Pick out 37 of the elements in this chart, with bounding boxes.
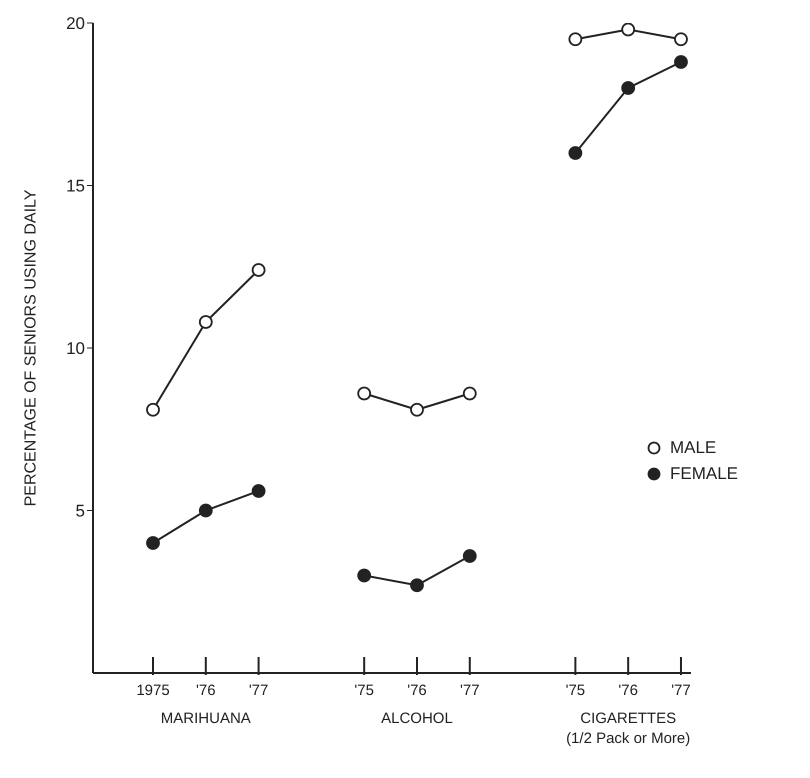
legend-label: MALE bbox=[668, 438, 718, 458]
point bbox=[568, 146, 582, 160]
y-tick-label: 10 bbox=[66, 339, 85, 358]
x-tick-label: '77 bbox=[671, 682, 691, 699]
point bbox=[462, 549, 477, 563]
point bbox=[252, 263, 266, 277]
x-tick-label: '75 bbox=[566, 682, 586, 699]
y-tick-label: 5 bbox=[76, 502, 85, 521]
text: MARIHUANA bbox=[160, 710, 251, 727]
y-axis-title: PERCENTAGE OF SENIORS USING DAILY bbox=[22, 189, 40, 506]
point bbox=[198, 315, 213, 329]
point bbox=[621, 81, 636, 95]
x-tick-label: '75 bbox=[354, 682, 374, 699]
point bbox=[198, 504, 213, 518]
point bbox=[462, 386, 477, 400]
point bbox=[674, 55, 688, 69]
point bbox=[357, 568, 372, 582]
y-tick-label: 20 bbox=[66, 14, 85, 34]
x-tick-label: '76 bbox=[407, 682, 427, 699]
legend-label: FEMALE bbox=[668, 464, 738, 484]
point bbox=[568, 32, 582, 46]
x-tick-label: '76 bbox=[618, 682, 638, 699]
x-tick-label: '76 bbox=[196, 682, 216, 699]
point bbox=[252, 484, 266, 498]
point bbox=[146, 536, 160, 550]
x-tick-label: '77 bbox=[460, 682, 480, 699]
point bbox=[146, 402, 160, 417]
y-tick-label: 15 bbox=[66, 176, 85, 196]
x-tick-label: '77 bbox=[248, 682, 268, 699]
point bbox=[410, 578, 424, 592]
x-tick-label: 1975 bbox=[136, 682, 170, 699]
point bbox=[410, 402, 424, 417]
point bbox=[621, 23, 636, 36]
point bbox=[357, 386, 372, 400]
text: CIGARETTES (1/2 Pack or More) bbox=[566, 710, 690, 747]
point bbox=[674, 32, 688, 46]
text: ALCOHOL bbox=[381, 710, 453, 727]
